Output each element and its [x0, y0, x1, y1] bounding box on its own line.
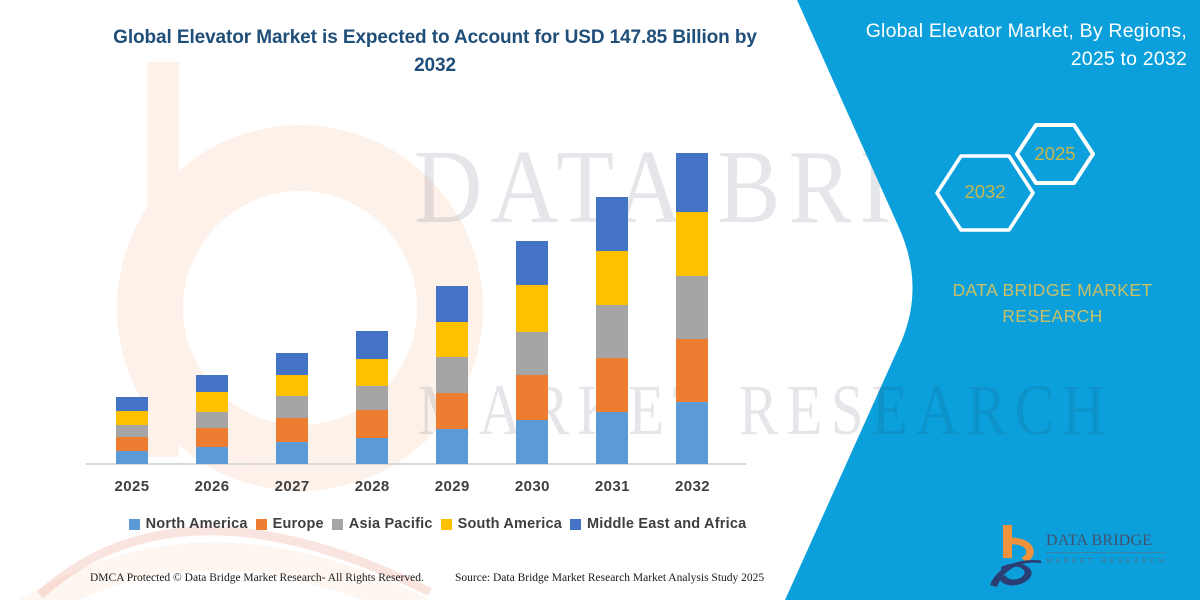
bar-segment-2029-south-america — [436, 322, 469, 357]
bar-segment-2027-north-america — [276, 442, 309, 464]
bar-segment-2031-asia-pacific — [596, 304, 629, 359]
bar-segment-2029-asia-pacific — [436, 357, 469, 393]
bar-segment-2028-north-america — [356, 438, 389, 464]
bar-segment-2031-europe — [596, 358, 629, 412]
bar-segment-2031-middle-east-and-africa — [596, 196, 629, 251]
panel-title-line2: 2025 to 2032 — [1070, 48, 1187, 70]
bar-segment-2027-europe — [276, 417, 309, 443]
panel-title-line1: Global Elevator Market, By Regions, — [865, 20, 1187, 42]
hexagon-2025 — [1015, 123, 1095, 185]
logo-d-shape — [999, 563, 1032, 586]
bar-segment-2026-asia-pacific — [196, 411, 229, 428]
bar-segment-2027-asia-pacific — [276, 396, 309, 418]
bar-segment-2032-north-america — [676, 401, 709, 464]
bar-segment-2028-south-america — [356, 358, 389, 387]
brand-text-line1: DATA BRIDGE MARKET — [952, 280, 1153, 300]
bar-segment-2026-south-america — [196, 391, 229, 412]
legend-swatch — [128, 518, 140, 530]
legend-label: Asia Pacific — [348, 516, 433, 532]
bar-segment-2031-south-america — [596, 250, 629, 305]
legend-item-middle-east-and-africa: Middle East and Africa — [569, 516, 747, 532]
x-axis-label-2030: 2030 — [514, 478, 550, 495]
legend-item-south-america: South America — [440, 516, 562, 532]
x-axis-label-2029: 2029 — [434, 478, 470, 495]
bar-segment-2030-south-america — [516, 284, 549, 332]
bar-segment-2027-middle-east-and-africa — [276, 353, 309, 376]
watermark-swoosh-thin — [36, 526, 432, 599]
bar-segment-2030-middle-east-and-africa — [516, 241, 549, 285]
hexagon-2032 — [935, 154, 1035, 232]
legend-swatch — [331, 518, 343, 530]
bar-segment-2030-europe — [516, 374, 549, 420]
legend-swatch — [569, 518, 581, 530]
footer-dmca: DMCA Protected © Data Bridge Market Rese… — [90, 572, 424, 584]
bar-segment-2025-asia-pacific — [116, 424, 148, 437]
bar-segment-2025-middle-east-and-africa — [116, 397, 148, 412]
bar-segment-2032-middle-east-and-africa — [676, 152, 709, 213]
footer-source: Source: Data Bridge Market Research Mark… — [455, 572, 765, 584]
bar-segment-2025-north-america — [116, 450, 148, 464]
bar-segment-2028-asia-pacific — [356, 386, 389, 411]
x-axis-label-2031: 2031 — [594, 478, 630, 495]
bar-segment-2028-middle-east-and-africa — [356, 330, 389, 359]
bar-segment-2032-asia-pacific — [676, 275, 709, 340]
bar-segment-2030-north-america — [516, 419, 549, 464]
x-axis-label-2025: 2025 — [114, 478, 150, 495]
logo-text-block: DATA BRIDGE MARKET RESEARCH — [1046, 532, 1176, 565]
logo-b-shape — [1003, 525, 1034, 562]
legend-item-north-america: North America — [128, 516, 248, 532]
x-axis-label-2027: 2027 — [274, 478, 310, 495]
bar-segment-2027-south-america — [276, 375, 309, 397]
data-bridge-logo-icon — [990, 525, 1041, 587]
x-axis-label-2028: 2028 — [354, 478, 390, 495]
bar-segment-2026-europe — [196, 427, 229, 447]
chart-title: Global Elevator Market is Expected to Ac… — [113, 27, 757, 76]
logo-name: DATA BRIDGE — [1046, 532, 1153, 549]
legend-label: Europe — [272, 516, 324, 532]
brand-text-line2: RESEARCH — [1002, 306, 1103, 326]
bar-segment-2032-europe — [676, 339, 709, 402]
bar-segment-2030-asia-pacific — [516, 331, 549, 375]
bar-segment-2032-south-america — [676, 212, 709, 276]
legend-label: Middle East and Africa — [586, 516, 747, 532]
legend-swatch — [440, 518, 452, 530]
hexagon-year-2025: 2025 — [1034, 143, 1076, 164]
panel-title: Global Elevator Market, By Regions, 2025… — [787, 17, 1187, 73]
watermark-swoosh-wide — [19, 542, 430, 600]
bar-segment-2026-middle-east-and-africa — [196, 375, 229, 392]
legend-label: North America — [145, 516, 248, 532]
bar-segment-2029-north-america — [436, 428, 469, 464]
legend-item-asia-pacific: Asia Pacific — [331, 516, 433, 532]
cyan-diagonal-panel — [785, 0, 1200, 600]
logo-subtitle: MARKET RESEARCH — [1046, 556, 1168, 565]
brand-text: DATA BRIDGE MARKET RESEARCH — [900, 277, 1200, 329]
watermark-b-stem — [147, 62, 179, 457]
bar-segment-2029-europe — [436, 392, 469, 429]
legend-swatch — [255, 518, 267, 530]
legend-item-europe: Europe — [255, 516, 324, 532]
bar-segment-2029-middle-east-and-africa — [436, 286, 469, 323]
bar-segment-2026-north-america — [196, 446, 229, 464]
x-axis-label-2032: 2032 — [674, 478, 710, 495]
bar-segment-2025-europe — [116, 436, 148, 451]
x-axis-line — [86, 463, 746, 465]
bar-segment-2031-north-america — [596, 411, 629, 464]
legend-label: South America — [457, 516, 562, 532]
bar-segment-2025-south-america — [116, 411, 148, 425]
hexagon-year-2032: 2032 — [964, 181, 1006, 202]
bar-segment-2028-europe — [356, 410, 389, 439]
logo-rule — [1046, 552, 1166, 553]
chart-legend: North America Europe Asia Pacific South Ame… — [90, 516, 785, 532]
x-axis-label-2026: 2026 — [194, 478, 230, 495]
